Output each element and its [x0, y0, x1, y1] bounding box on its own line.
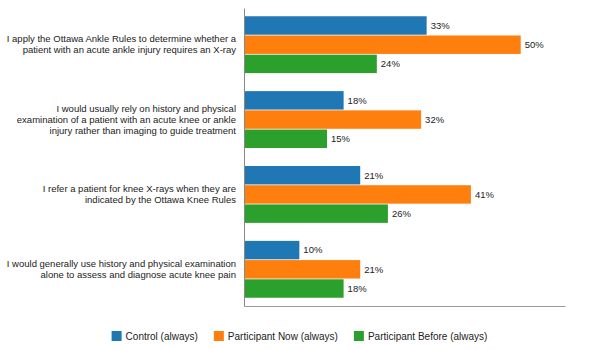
- tick: I refer a patient for knee X-rays when t…: [43, 183, 244, 205]
- bar: [244, 55, 377, 73]
- tick: I apply the Ottawa Ankle Rules to determ…: [7, 33, 244, 55]
- bar: [244, 185, 471, 203]
- legend-label: Participant Now (always): [228, 331, 338, 342]
- bar: [244, 91, 344, 109]
- tick: I would generally use history and physic…: [7, 258, 244, 280]
- tick-label: I would usually rely on history and phys…: [17, 103, 237, 136]
- data-label: 26%: [392, 208, 412, 219]
- legend-swatch: [112, 331, 122, 341]
- tick: I would usually rely on history and phys…: [17, 103, 244, 136]
- x-axis: [245, 306, 566, 307]
- tick-label-line: I refer a patient for knee X-rays when t…: [43, 183, 236, 194]
- bar: [244, 204, 388, 222]
- tick-label-line: I would usually rely on history and phys…: [56, 103, 236, 114]
- data-label: 10%: [303, 244, 323, 255]
- tick-label-line: injury rather than imaging to guide trea…: [50, 125, 237, 136]
- legend: Control (always) Participant Now (always)…: [112, 331, 488, 342]
- tick-label: I apply the Ottawa Ankle Rules to determ…: [7, 33, 237, 55]
- data-label: 21%: [364, 264, 384, 275]
- data-label: 18%: [348, 283, 368, 294]
- tick-label: I would generally use history and physic…: [7, 258, 236, 280]
- legend-item: Control (always): [112, 331, 198, 342]
- legend-swatch: [354, 331, 364, 341]
- bar: [244, 279, 344, 297]
- tick-label-line: I apply the Ottawa Ankle Rules to determ…: [7, 33, 237, 44]
- data-label: 21%: [364, 170, 384, 181]
- bar: [244, 260, 360, 278]
- chart: 10% 21% 18% 33% 21% 41% 32% 50% 18% 26% 15% 24% I wo…: [0, 0, 599, 350]
- bar: [244, 166, 360, 184]
- tick-label-line: I would generally use history and physic…: [7, 258, 236, 269]
- data-labels: 10% 21% 18% 33% 21% 41% 32% 50% 18% 26% 15% 24%: [303, 20, 544, 294]
- tick-label-line: indicated by the Ottawa Knee Rules: [85, 194, 236, 205]
- data-label: 50%: [525, 39, 545, 50]
- data-label: 24%: [381, 58, 401, 69]
- bar: [244, 130, 327, 148]
- data-label: 41%: [475, 189, 495, 200]
- bar: [244, 35, 521, 53]
- x-axis-line: [245, 306, 566, 307]
- data-label: 18%: [348, 95, 368, 106]
- legend-swatch: [214, 331, 224, 341]
- legend-label: Control (always): [126, 331, 198, 342]
- tick-label-line: alone to assess and diagnose acute knee …: [41, 269, 236, 280]
- bars: [244, 16, 521, 297]
- legend-item: Participant Before (always): [354, 331, 488, 342]
- y-axis: I would generally use history and physic…: [7, 9, 245, 307]
- y-axis-line: [244, 9, 245, 307]
- tick-label-line: patient with an acute ankle injury requi…: [23, 44, 237, 55]
- tick-label-line: examination of a patient with an acute k…: [17, 114, 236, 125]
- tick-label: I refer a patient for knee X-rays when t…: [43, 183, 237, 205]
- bar: [244, 110, 421, 128]
- data-label: 32%: [425, 114, 445, 125]
- legend-item: Participant Now (always): [214, 331, 338, 342]
- bar: [244, 241, 299, 259]
- bar: [244, 16, 427, 34]
- data-label: 33%: [431, 20, 451, 31]
- data-label: 15%: [331, 133, 351, 144]
- legend-label: Participant Before (always): [368, 331, 488, 342]
